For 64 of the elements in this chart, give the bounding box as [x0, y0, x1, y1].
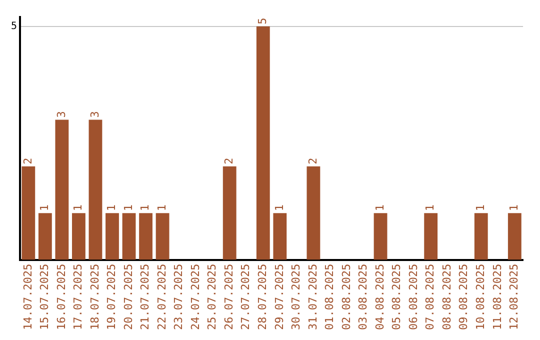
bar — [306, 166, 320, 260]
x-tick-label: 21.07.2025 — [138, 264, 152, 330]
data-label: 1 — [122, 204, 135, 212]
bar — [222, 166, 236, 260]
data-label: 2 — [222, 158, 236, 164]
x-tick-label: 20.07.2025 — [122, 264, 135, 330]
x-tick-label: 29.07.2025 — [272, 264, 286, 330]
x-tick-label: 19.07.2025 — [105, 264, 118, 330]
x-tick-label: 18.07.2025 — [88, 264, 102, 330]
x-tick-label: 27.07.2025 — [239, 264, 252, 330]
bar — [508, 213, 522, 260]
x-tick-label: 25.07.2025 — [206, 264, 219, 330]
x-tick-label: 24.07.2025 — [188, 264, 202, 330]
data-label: 1 — [72, 204, 85, 212]
x-tick-label: 02.08.2025 — [340, 264, 353, 330]
data-label: 1 — [138, 204, 152, 212]
data-label: 1 — [155, 204, 168, 212]
bar — [374, 213, 388, 260]
bar — [22, 166, 36, 260]
bar — [38, 213, 52, 260]
bar — [122, 213, 136, 260]
bar — [88, 120, 102, 260]
x-tick-label: 17.07.2025 — [72, 264, 85, 330]
data-label: 1 — [474, 204, 487, 212]
x-tick-label: 01.08.2025 — [323, 264, 336, 330]
data-label: 1 — [508, 204, 521, 212]
data-label: 2 — [21, 158, 34, 164]
data-label: 1 — [105, 204, 118, 212]
x-tick-label: 28.07.2025 — [256, 264, 270, 330]
bar — [273, 213, 287, 260]
bar — [72, 213, 86, 260]
x-tick-label: 15.07.2025 — [38, 264, 52, 330]
data-label: 1 — [38, 204, 52, 212]
x-tick-label: 11.08.2025 — [490, 264, 504, 330]
x-tick-label: 31.07.2025 — [306, 264, 320, 330]
x-tick-label: 12.08.2025 — [508, 264, 521, 330]
data-label: 1 — [272, 204, 286, 212]
x-tick-label: 05.08.2025 — [390, 264, 404, 330]
x-tick-label: 16.07.2025 — [54, 264, 68, 330]
data-label: 2 — [306, 158, 320, 164]
bar — [156, 213, 170, 260]
x-tick-label: 14.07.2025 — [21, 264, 34, 330]
data-label: 5 — [256, 18, 270, 24]
x-tick-label: 26.07.2025 — [222, 264, 236, 330]
x-tick-label: 03.08.2025 — [356, 264, 370, 330]
bar — [106, 213, 119, 260]
x-tick-label: 07.08.2025 — [424, 264, 437, 330]
data-label: 3 — [54, 111, 68, 118]
data-label: 1 — [424, 204, 437, 212]
x-tick-label: 09.08.2025 — [457, 264, 470, 330]
data-label: 3 — [88, 111, 102, 118]
bar — [424, 213, 438, 260]
x-tick-label: 23.07.2025 — [172, 264, 186, 330]
x-tick-label: 08.08.2025 — [440, 264, 454, 330]
bar — [474, 213, 488, 260]
bar — [55, 120, 69, 260]
x-tick-label: 10.08.2025 — [474, 264, 487, 330]
x-tick-label: 06.08.2025 — [406, 264, 420, 330]
bar — [139, 213, 152, 260]
data-label: 1 — [373, 204, 386, 212]
x-tick-label: 22.07.2025 — [155, 264, 168, 330]
x-tick-label: 30.07.2025 — [290, 264, 303, 330]
bar — [256, 26, 270, 260]
x-tick-label: 04.08.2025 — [373, 264, 386, 330]
